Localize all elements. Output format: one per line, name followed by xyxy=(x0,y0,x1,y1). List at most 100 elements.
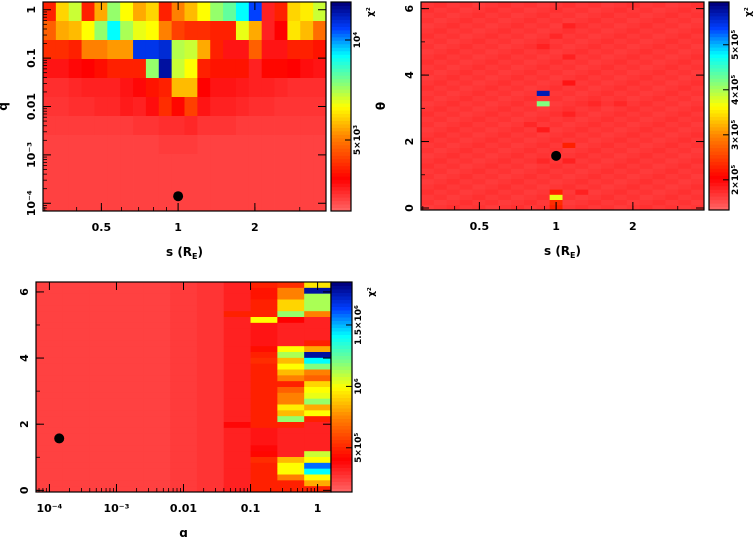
heatmap-cell xyxy=(459,17,473,24)
heatmap-cell xyxy=(523,204,538,211)
heatmap-cell xyxy=(421,111,435,117)
colorbar-segment xyxy=(331,141,351,146)
x-axis-label: s (RE) xyxy=(166,245,203,261)
heatmap-cell xyxy=(304,299,332,306)
heatmap-cell xyxy=(36,468,64,475)
heatmap-cell xyxy=(170,305,198,312)
heatmap-cell xyxy=(549,74,563,81)
heatmap-cell xyxy=(89,299,117,306)
heatmap-cell xyxy=(133,116,147,136)
heatmap-cell xyxy=(62,282,91,289)
heatmap-cell xyxy=(313,154,327,174)
heatmap-cell xyxy=(145,2,160,22)
heatmap-cell xyxy=(143,451,171,458)
heatmap-cell xyxy=(678,64,692,70)
colorbar-segment xyxy=(709,203,729,208)
heatmap-cell xyxy=(678,28,692,34)
heatmap-cell xyxy=(116,334,144,341)
heatmap-cell xyxy=(158,154,173,174)
heatmap-cell xyxy=(313,173,327,193)
heatmap-cell xyxy=(313,116,327,136)
heatmap-cell xyxy=(446,132,460,138)
heatmap-cell xyxy=(68,173,82,193)
heatmap-cell xyxy=(196,439,225,446)
heatmap-cell xyxy=(588,43,602,50)
heatmap-cell xyxy=(446,74,460,81)
heatmap-cell xyxy=(601,189,615,195)
heatmap-cell xyxy=(250,439,278,446)
heatmap-cell xyxy=(223,416,251,423)
heatmap-cell xyxy=(498,189,512,195)
heatmap-cell xyxy=(143,387,171,394)
heatmap-cell xyxy=(274,97,288,117)
heatmap-cell xyxy=(536,95,551,102)
heatmap-cell xyxy=(248,192,263,212)
x-tick-label: 1 xyxy=(174,221,182,234)
heatmap-cell xyxy=(62,387,91,394)
heatmap-cell xyxy=(89,352,117,359)
heatmap-cell xyxy=(277,328,305,335)
heatmap-cell xyxy=(116,404,144,411)
colorbar-segment xyxy=(331,418,352,423)
heatmap-cell xyxy=(523,2,538,8)
heatmap-cell xyxy=(665,111,679,117)
heatmap-cell xyxy=(485,64,499,70)
heatmap-cell xyxy=(639,90,653,96)
heatmap-cell xyxy=(652,132,666,138)
heatmap-cell xyxy=(626,69,641,76)
heatmap-cell xyxy=(665,7,679,13)
heatmap-cell xyxy=(485,74,499,81)
heatmap-cell xyxy=(498,28,512,34)
heatmap-cell xyxy=(304,375,332,382)
heatmap-cell xyxy=(588,121,602,128)
heatmap-cell xyxy=(446,178,460,185)
heatmap-cell xyxy=(433,116,448,122)
heatmap-cell xyxy=(498,48,512,55)
heatmap-cell xyxy=(196,410,225,417)
colorbar-segment xyxy=(331,415,352,419)
heatmap-cell xyxy=(549,17,563,24)
heatmap-cell xyxy=(511,69,525,76)
heatmap-cell xyxy=(472,116,486,122)
heatmap-cell xyxy=(549,22,563,29)
heatmap-cell xyxy=(116,427,144,435)
heatmap-cell xyxy=(304,328,332,335)
heatmap-cell xyxy=(274,173,288,193)
heatmap-cell xyxy=(678,48,692,55)
heatmap-cell xyxy=(184,40,198,60)
colorbar-segment xyxy=(331,144,351,149)
heatmap-cell xyxy=(498,137,512,143)
heatmap-cell xyxy=(523,12,538,18)
heatmap-cell xyxy=(665,48,679,55)
heatmap-cell xyxy=(562,168,576,174)
heatmap-cell xyxy=(665,199,679,206)
heatmap-cell xyxy=(536,74,551,81)
heatmap-cell xyxy=(498,12,512,18)
colorbar-segment xyxy=(331,471,352,475)
colorbar-segment xyxy=(709,47,729,52)
heatmap-cell xyxy=(588,22,602,29)
heatmap-cell xyxy=(588,33,602,39)
heatmap-cell xyxy=(536,132,551,138)
heatmap-cell xyxy=(116,369,144,376)
heatmap-cell xyxy=(274,116,288,136)
heatmap-cell xyxy=(459,168,473,174)
heatmap-cell xyxy=(536,142,551,148)
heatmap-cell xyxy=(94,78,108,98)
heatmap-cell xyxy=(421,168,435,174)
heatmap-cell xyxy=(184,97,198,117)
heatmap-cell xyxy=(485,147,499,154)
heatmap-cell xyxy=(433,137,448,143)
heatmap-cell xyxy=(36,363,64,370)
heatmap-cell xyxy=(433,95,448,102)
heatmap-cell xyxy=(626,204,641,211)
x-axis-label: s (RE) xyxy=(544,244,581,260)
heatmap-cell xyxy=(523,90,538,96)
heatmap-cell xyxy=(89,305,117,312)
heatmap-cell xyxy=(171,78,185,98)
heatmap-cell xyxy=(223,282,251,289)
heatmap-cell xyxy=(170,433,198,440)
heatmap-cell xyxy=(691,106,705,112)
heatmap-cell xyxy=(485,48,499,55)
